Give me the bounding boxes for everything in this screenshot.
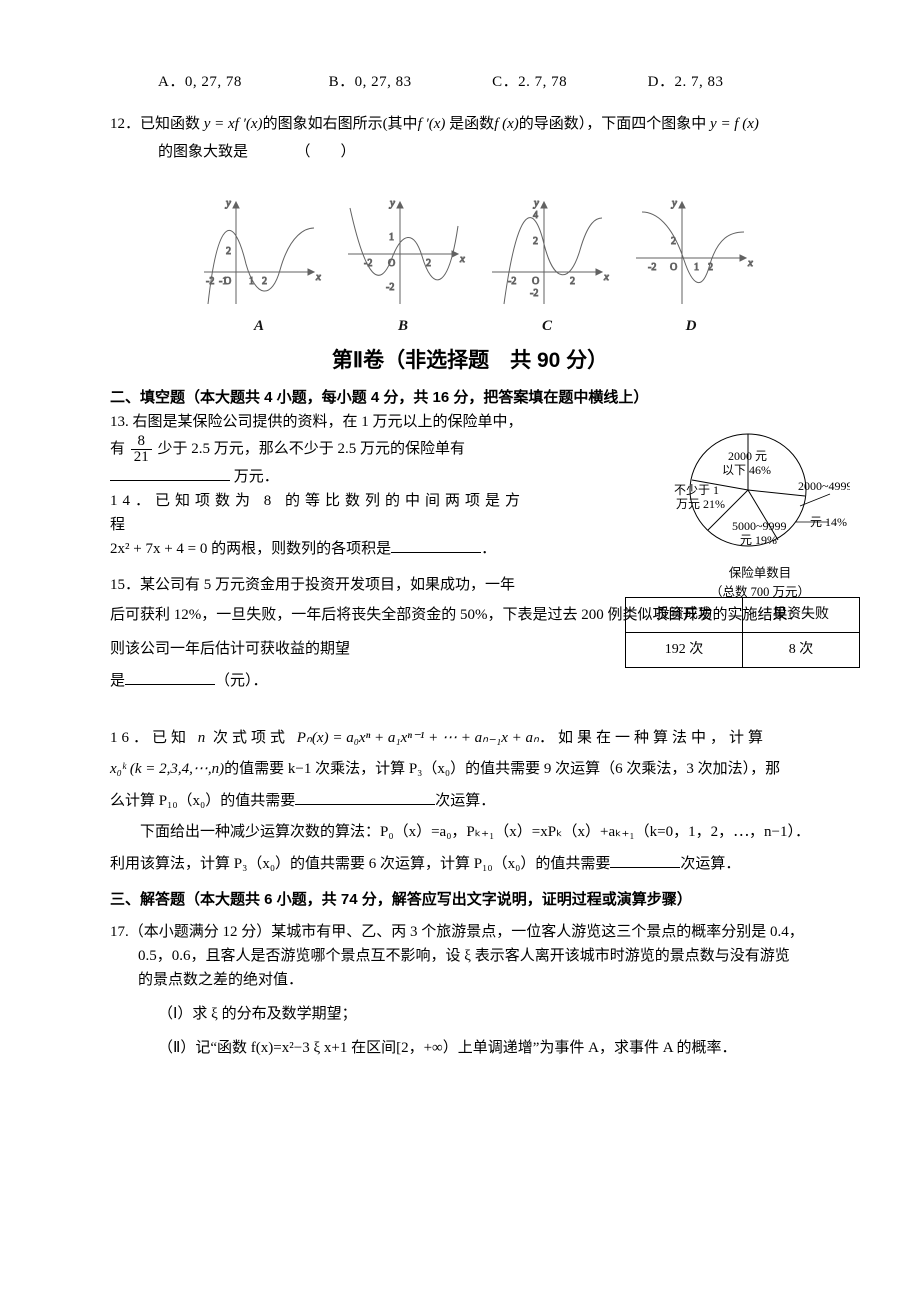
th-fail: 投资失败 (743, 597, 860, 632)
svg-text:-2: -2 (508, 276, 516, 287)
svg-text:O: O (670, 262, 677, 273)
svg-text:2: 2 (426, 258, 431, 269)
q17-s2: （Ⅱ）记“函数 f(x)=x²−3 ξ x+1 在区间[2，+∞）上单调递增”为… (110, 1036, 830, 1060)
table-row: 投资成功 投资失败 (626, 597, 860, 632)
q14: 14．已知项数为 8 的等比数列的中间两项是方程 2x² + 7x + 4 = … (110, 489, 530, 561)
graph-c-label: C (542, 314, 552, 338)
svg-text:2000 元: 2000 元 (728, 449, 767, 463)
svg-text:2: 2 (671, 236, 676, 247)
q11-opt-b: B．0, 27, 83 (329, 70, 412, 94)
svg-text:元 19%: 元 19% (740, 533, 777, 547)
svg-text:y: y (389, 197, 395, 209)
svg-text:y: y (533, 197, 539, 209)
q11-opt-c: C．2. 7, 78 (492, 70, 567, 94)
q13-l2: 有 8 21 少于 2.5 万元，那么不少于 2.5 万元的保险单有 (110, 434, 530, 465)
q13-block: 13. 右图是某保险公司提供的资料，在 1 万元以上的保险单中， 有 8 21 … (110, 410, 830, 561)
svg-text:2: 2 (226, 246, 231, 257)
svg-text:2000~4999: 2000~4999 (798, 479, 850, 493)
q15-l1: 15．某公司有 5 万元资金用于投资开发项目，如果成功，一年 (110, 573, 830, 597)
q14-blank (391, 538, 481, 553)
svg-text:x: x (459, 253, 465, 265)
q11-opt-a: A．0, 27, 78 (158, 70, 242, 94)
q14-l2: 2x² + 7x + 4 = 0 的两根，则数列的各项积是． (110, 537, 530, 561)
solve-heading: 三、解答题（本大题共 6 小题，共 74 分，解答应写出文字说明，证明过程或演算… (110, 888, 830, 912)
td-success: 192 次 (626, 632, 743, 667)
q17: 17.（本小题满分 12 分）某城市有甲、乙、丙 3 个旅游景点，一位客人游览这… (110, 920, 830, 1060)
q16: 16．已知 n 次式项式 Pₙ(x) = a₀xⁿ + a₁xⁿ⁻¹ + ⋯ +… (110, 723, 830, 881)
th-success: 投资成功 (626, 597, 743, 632)
insurance-pie: 2000 元 以下 46% 不少于 1 万元 21% 5000~9999 元 1… (660, 412, 860, 600)
q13-fraction: 8 21 (129, 434, 154, 465)
svg-text:-1: -1 (219, 276, 227, 287)
svg-text:1: 1 (694, 262, 699, 273)
q16-l4: 下面给出一种减少运算次数的算法：P₀（x）=a₀，Pₖ₊₁（x）=xPₖ（x）+… (110, 817, 830, 849)
q12-line1: 12．已知函数 y = xf ′(x)的图象如右图所示(其中f ′(x) 是函数… (110, 112, 830, 136)
fill-heading: 二、填空题（本大题共 4 小题，每小题 4 分，共 16 分，把答案填在题中横线… (110, 386, 830, 410)
svg-text:O: O (532, 276, 539, 287)
svg-text:2: 2 (533, 236, 538, 247)
svg-text:x: x (315, 271, 321, 283)
graph-d-label: D (686, 314, 697, 338)
q16-l5: 利用该算法，计算 P₃（x₀）的值共需要 6 次运算，计算 P₁₀（x₀）的值共… (110, 849, 830, 881)
svg-text:以下 46%: 以下 46% (722, 463, 771, 477)
svg-text:5000~9999: 5000~9999 (732, 519, 787, 533)
graph-a: x y O -2 -1 1 2 2 A (196, 194, 322, 338)
q17-s1: （Ⅰ）求 ξ 的分布及数学期望； (110, 1002, 830, 1026)
q17-l3: 的景点数之差的绝对值． (110, 968, 830, 992)
graph-b-label: B (398, 314, 408, 338)
q16-blank2 (610, 853, 680, 868)
q13-l3: 万元． (110, 465, 530, 489)
q13-text: 13. 右图是某保险公司提供的资料，在 1 万元以上的保险单中， 有 8 21 … (110, 410, 530, 489)
q17-l2: 0.5，0.6，且客人是否游览哪个景点互不影响，设 ξ 表示客人离开该城市时游览… (110, 944, 830, 968)
graph-row: x y O -2 -1 1 2 2 A x y (120, 194, 830, 338)
svg-text:-2: -2 (648, 262, 656, 273)
svg-text:x: x (747, 257, 753, 269)
q15-blank (125, 670, 215, 685)
q16-l1: 16．已知 n 次式项式 Pₙ(x) = a₀xⁿ + a₁xⁿ⁻¹ + ⋯ +… (110, 723, 830, 755)
svg-text:1: 1 (389, 232, 394, 243)
svg-text:y: y (671, 197, 677, 209)
q17-l1: 17.（本小题满分 12 分）某城市有甲、乙、丙 3 个旅游景点，一位客人游览这… (110, 920, 830, 944)
graph-a-label: A (254, 314, 264, 338)
q11-opt-d: D．2. 7, 83 (648, 70, 724, 94)
svg-text:2: 2 (570, 276, 575, 287)
svg-text:-2: -2 (530, 288, 538, 299)
svg-text:x: x (603, 271, 609, 283)
svg-text:元 14%: 元 14% (810, 515, 847, 529)
svg-text:不少于 1: 不少于 1 (674, 483, 719, 497)
q15-l3: 则该公司一年后估计可获收益的期望 (110, 637, 490, 661)
q14-l1: 14．已知项数为 8 的等比数列的中间两项是方程 (110, 489, 530, 537)
q11-options: A．0, 27, 78 B．0, 27, 83 C．2. 7, 78 D．2. … (110, 70, 830, 94)
svg-text:万元 21%: 万元 21% (676, 497, 725, 511)
svg-text:y: y (225, 197, 231, 209)
q16-l3: 么计算 P₁₀（x₀）的值共需要次运算． (110, 786, 830, 818)
table-row: 192 次 8 次 (626, 632, 860, 667)
q15: 15．某公司有 5 万元资金用于投资开发项目，如果成功，一年 后可获利 12%，… (110, 573, 830, 693)
graph-b: x y O -2 2 1 -2 B (340, 194, 466, 338)
section-ii-title: 第Ⅱ卷（非选择题 共 90 分） (110, 344, 830, 378)
q16-blank1 (295, 790, 435, 805)
graph-d: x y O -2 1 2 2 D (628, 194, 754, 338)
svg-text:2: 2 (262, 276, 267, 287)
invest-table: 投资成功 投资失败 192 次 8 次 (625, 597, 860, 669)
q16-l2: x₀ᵏ (k = 2,3,4,⋯,n)的值需要 k−1 次乘法，计算 P₃（x₀… (110, 754, 830, 786)
td-fail: 8 次 (743, 632, 860, 667)
graph-c: x y O -2 2 2 4 -2 C (484, 194, 610, 338)
q13-l1: 13. 右图是某保险公司提供的资料，在 1 万元以上的保险单中， (110, 410, 530, 434)
q15-l4: 是（元）． (110, 669, 830, 693)
q12-line2: 的图象大致是 （ ） (110, 140, 830, 164)
q13-blank (110, 466, 230, 481)
svg-text:-2: -2 (386, 282, 394, 293)
